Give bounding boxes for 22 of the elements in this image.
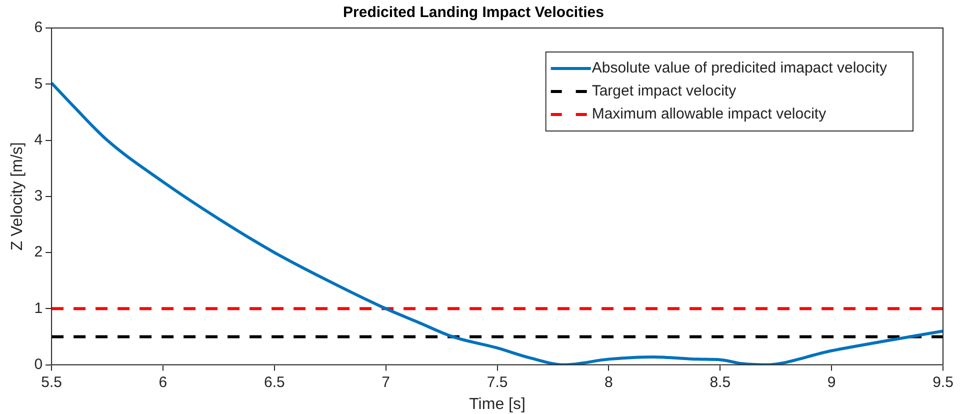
y-tick-label: 1 [34, 300, 43, 317]
x-tick-label: 7 [382, 374, 390, 391]
x-tick-label: 6.5 [264, 374, 285, 391]
x-axis-title: Time [s] [469, 396, 526, 413]
y-tick-label: 2 [34, 244, 43, 261]
x-tick-label: 8.5 [710, 374, 731, 391]
y-tick-label: 0 [34, 356, 43, 373]
legend-label: Absolute value of predicited imapact velocity [592, 60, 888, 77]
x-tick-label: 9 [827, 374, 836, 391]
x-tick-label: 9.5 [932, 374, 954, 391]
chart-title: Predicited Landing Impact Velocities [343, 4, 604, 22]
legend-label: Maximum allowable impact velocity [592, 106, 827, 123]
y-tick-label: 6 [34, 19, 43, 36]
x-tick-label: 7.5 [486, 374, 508, 391]
x-tick-label: 5.5 [41, 374, 62, 391]
legend-label: Target impact velocity [592, 82, 737, 100]
x-tick-label: 8 [604, 374, 613, 391]
y-tick-label: 3 [34, 188, 43, 205]
y-axis-title: Z Velocity [m/s] [9, 142, 26, 251]
y-tick-label: 4 [34, 131, 43, 148]
x-tick-label: 6 [158, 374, 168, 391]
y-tick-label: 5 [34, 75, 43, 92]
